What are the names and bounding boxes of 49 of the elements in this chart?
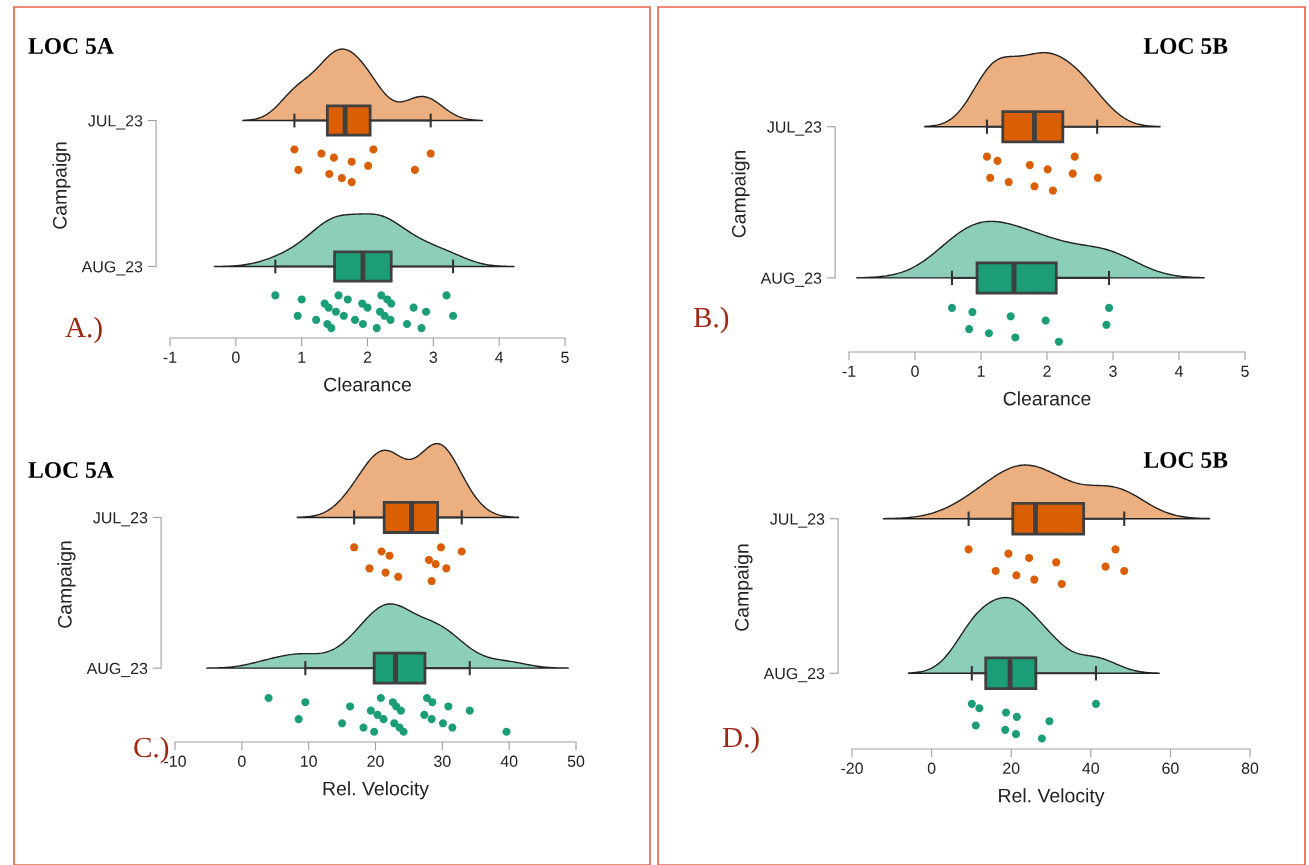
y-axis-title: Campaign (57, 541, 76, 628)
x-tick-label: 2 (363, 351, 372, 363)
y-axis-title: Campaign (734, 544, 753, 631)
chart-title: LOC 5B (1143, 38, 1228, 54)
x-axis-title: Clearance (1003, 391, 1091, 406)
y-tick-label: JUL_23 (770, 513, 825, 528)
y-tick-label: AUG_23 (763, 667, 825, 683)
x-tick-label: 5 (1241, 365, 1249, 377)
y-axis-title: Campaign (52, 142, 71, 229)
y-tick-label: AUG_23 (81, 261, 143, 276)
y-tick-label: JUL_23 (93, 512, 148, 527)
x-tick-label: -1 (842, 365, 856, 377)
x-tick-label: 4 (495, 351, 504, 363)
x-tick-label: 0 (238, 755, 246, 767)
x-tick-label: 40 (500, 755, 518, 767)
y-tick-label: AUG_23 (86, 662, 148, 678)
x-tick-label: 1 (977, 365, 985, 377)
x-axis-title: Clearance (324, 377, 411, 392)
y-tick-label: JUL_23 (767, 121, 822, 136)
x-tick-label: 10 (301, 755, 317, 767)
x-tick-label: 3 (429, 351, 438, 363)
y-axis-title: Campaign (731, 150, 750, 238)
chart-title: LOC 5A (28, 38, 114, 54)
x-tick-label: 20 (1003, 762, 1020, 774)
chart-title: LOC 5B (1143, 452, 1228, 468)
text: LOC 5A (28, 462, 114, 478)
y-tick-label: AUG_23 (760, 272, 822, 287)
x-tick-label: 20 (367, 755, 384, 767)
text: D.) (722, 726, 759, 754)
x-tick-label: 4 (1174, 365, 1183, 377)
x-tick-label: 0 (232, 351, 240, 363)
x-axis-title: Rel. Velocity (999, 788, 1105, 807)
x-tick-label: -1 (163, 351, 177, 363)
x-axis-title: Rel. Velocity (323, 781, 429, 800)
text: B.) (693, 306, 729, 334)
x-tick-label: 2 (1043, 365, 1051, 377)
x-tick-label: 40 (1082, 762, 1100, 774)
x-tick-label: 1 (298, 351, 306, 363)
x-tick-label: -20 (841, 762, 863, 774)
y-tick-label: JUL_23 (88, 115, 143, 130)
x-tick-label: 60 (1162, 762, 1179, 774)
x-tick-label: 0 (911, 365, 919, 377)
x-tick-label: 5 (561, 351, 569, 363)
x-tick-label: 0 (927, 762, 936, 774)
text: A.) (65, 316, 102, 344)
x-tick-label: 30 (434, 755, 451, 767)
x-tick-label: 80 (1241, 762, 1259, 774)
x-tick-label: 50 (567, 755, 585, 767)
x-tick-label: 3 (1109, 365, 1117, 377)
